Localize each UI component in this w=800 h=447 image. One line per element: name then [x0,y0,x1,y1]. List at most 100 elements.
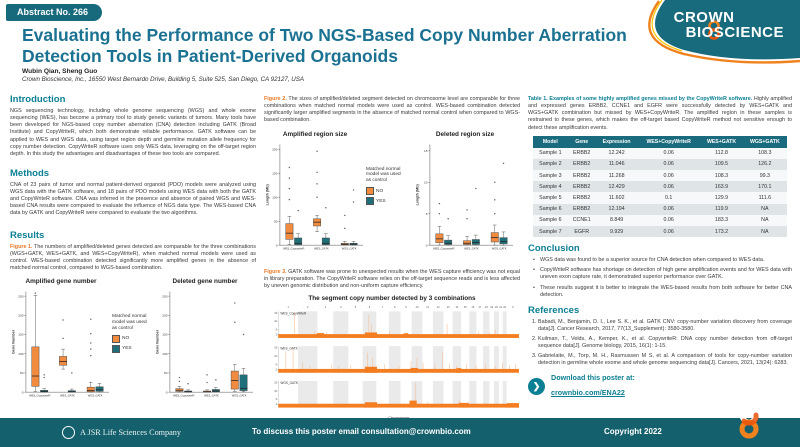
svg-text:3: 3 [325,305,327,309]
table-cell: Sample 4 [533,181,568,193]
svg-text:0: 0 [276,243,278,247]
download-link[interactable]: crownbio.com/ENA22 [551,388,625,398]
svg-text:19: 19 [490,305,493,309]
reference-item: Kuilman, T., Velds, A., Kemper, K., et a… [538,336,792,350]
table-cell: 99.3 [742,170,787,182]
download-text: Download this poster at: [551,372,635,382]
svg-text:10: 10 [274,319,277,323]
svg-text:10: 10 [416,305,419,309]
table-cell: ERBB2 [567,170,596,182]
svg-text:5: 5 [276,362,278,366]
yes-swatch [366,197,374,206]
svg-text:WES_GATK: WES_GATK [464,246,479,250]
svg-text:WES_GATK: WES_GATK [280,346,298,350]
figure1-amplified-plot: Amplified gene number 0 50 100 150 200 250 Gen… [10,276,112,411]
table-cell: Sample 2 [533,158,568,170]
table-cell: ERBB2 [567,158,596,170]
table-cell: 173.2 [700,225,743,238]
svg-text:WES_CopywriteR: WES_CopywriteR [433,246,454,250]
svg-text:5: 5 [276,327,278,331]
figure1-label: Figure 1. [10,243,33,250]
table-row: Sample 2 ERBB2 11.046 0.06 109.5 126.2 [533,158,787,170]
table-cell: 0.06 [637,158,701,170]
figure1-caption: Figure 1. The numbers of amplified/delet… [10,243,256,271]
svg-text:200: 200 [18,313,23,317]
references-list: Babadi, M., Benjamin, D. I., Lee S. K., … [528,319,792,367]
table-cell: ERBB2 [567,181,596,193]
table-cell: 129.9 [700,192,743,204]
svg-text:10: 10 [424,180,428,184]
table-cell: 0.06 [637,203,701,215]
reference-item: Gabrielaite, M., Torp, M. H., Rasmussen … [538,353,792,367]
svg-text:5: 5 [276,397,278,401]
svg-text:WES_GATK: WES_GATK [60,393,75,397]
svg-text:WGS_GATK: WGS_GATK [492,246,507,250]
table-cell: 108.3 [742,147,787,159]
footer-copyright: Copyright 2022 [604,427,662,436]
svg-text:16: 16 [471,305,474,309]
table-row: Sample 5 ERBB2 11.602 0.1 129.9 111.6 [533,192,787,204]
table-row: Sample 6 ERBB2 12.194 0.06 119.9 NA [533,203,787,215]
svg-text:22: 22 [503,305,506,309]
table-cell: 109.5 [700,158,743,170]
svg-text:21: 21 [499,305,502,309]
crown-bioscience-logo: CROWN BIOSCIENCE [674,10,784,40]
svg-text:15: 15 [464,305,467,309]
figure1-amplified-title: Amplified gene number [25,278,97,285]
conclusion-item: These results suggest it is better to in… [533,285,792,299]
legend-no: NO [366,187,414,196]
footer-bar: A JSR Life Sciences Company To discuss t… [0,418,800,447]
table-cell: Sample 6 [533,203,568,215]
table-cell: 170.1 [742,181,787,193]
svg-text:0: 0 [426,243,428,247]
intro-body: NGS sequencing technology, including who… [10,108,256,157]
svg-text:18: 18 [485,305,488,309]
table-cell: 12.429 [595,181,638,193]
figure1-plots: Amplified gene number 0 50 100 150 200 250 Gen… [10,276,256,411]
download-arrow-icon[interactable]: ❯ [528,378,545,396]
table-cell: 11.046 [595,158,638,170]
table-cell: 0.1 [637,192,701,204]
svg-text:5: 5 [355,305,357,309]
svg-text:1: 1 [288,305,290,309]
svg-text:7: 7 [382,305,384,309]
svg-text:WGS_GATK: WGS_GATK [232,393,247,397]
table-cell: 0.06 [637,225,701,238]
svg-text:15: 15 [274,311,277,315]
table-cell: ERBB2 [567,203,596,215]
svg-text:15: 15 [274,380,277,384]
svg-text:Length (Mb): Length (Mb) [415,183,419,205]
footer-infinity-icon [739,405,759,439]
abstract-badge: Abstract No. 266 [6,4,103,21]
figure2-label: Figure 2. [264,96,287,102]
table1: Model Gene Expression WES+CopyWriteR WES+GAT… [533,135,787,238]
svg-text:4: 4 [340,305,342,309]
table-header-cell: Gene [567,135,596,148]
jsr-company: A JSR Life Sciences Company [62,426,181,439]
table-cell: Sample 1 [533,147,568,159]
legend-yes: YES [112,344,154,353]
table-cell: 11.268 [595,170,638,182]
svg-text:100: 100 [18,352,23,356]
infinity-icon [708,20,720,40]
table-cell: 0.06 [637,147,701,159]
figure2-deleted-chart: 0 5 10 15 Length (Mb) WES_CopywriteR WES_GATK W… [415,144,513,250]
poster-title: Evaluating the Performance of Two NGS-Ba… [22,25,627,67]
table-row: Sample 6 CCNE1 8.849 0.06 183.3 NA [533,214,787,226]
footer-contact: To discuss this poster email consultatio… [252,427,471,436]
table-cell: 0.06 [637,214,701,226]
figure2-amplified-title: Amplified region size [282,130,348,138]
table-cell: EGFR [567,225,596,238]
svg-text:2: 2 [276,402,278,406]
svg-text:Chromosome: Chromosome [388,416,409,420]
table-header-cell: WES+CopyWriteR [637,135,701,148]
table-cell: ERBB2 [567,147,596,159]
table-header-cell: Model [533,135,568,148]
svg-text:X: X [512,305,514,309]
results-heading: Results [10,229,45,241]
svg-text:50: 50 [20,371,24,375]
no-swatch [112,334,120,343]
svg-text:9: 9 [405,305,407,309]
legend-no: NO [112,334,154,343]
svg-text:WES_GATK: WES_GATK [314,246,329,250]
